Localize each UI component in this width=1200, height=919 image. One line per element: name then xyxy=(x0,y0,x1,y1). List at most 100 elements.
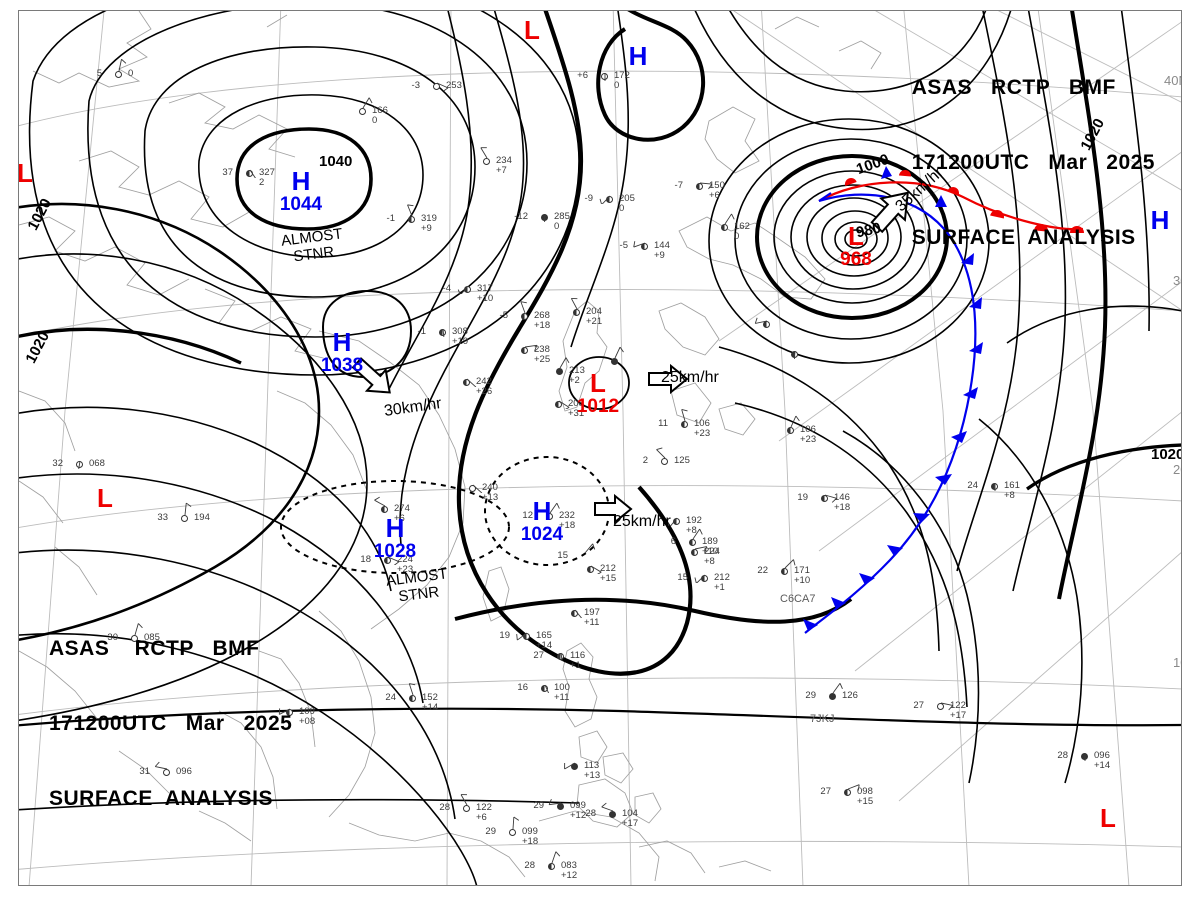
pressure-center-value: 1038 xyxy=(320,355,364,376)
station-temperature: 15 xyxy=(677,572,688,583)
station-pressure: 106 xyxy=(800,424,816,435)
station-pressure: 096 xyxy=(1094,750,1110,761)
cold-front-line xyxy=(804,193,977,634)
latitude-label: 20N xyxy=(1173,462,1181,477)
station-pressure-tendency: +9 xyxy=(421,223,432,234)
station-pressure-tendency: +08 xyxy=(299,716,316,727)
wind-barb-icon xyxy=(442,328,445,337)
title-top-line-2: 171200UTC Mar 2025 xyxy=(911,151,1155,174)
longitude-label: 130E xyxy=(716,885,746,886)
wind-barb-icon xyxy=(249,169,256,178)
station-pressure: 238 xyxy=(534,344,550,355)
station-pressure-tendency: +11 xyxy=(554,692,570,703)
station-temperature: 5 xyxy=(96,68,102,79)
wind-barb-icon xyxy=(564,762,576,770)
station-temperature: 16 xyxy=(517,682,528,693)
isobar-layer xyxy=(19,11,1181,885)
station-pressure: 194 xyxy=(194,512,210,523)
pressure-center-symbol: L xyxy=(18,158,33,188)
pressure-center-l-1012: L 1012 xyxy=(576,370,620,416)
pressure-center-symbol: L xyxy=(848,221,864,251)
wind-barb-icon xyxy=(599,195,611,204)
arrow-l1012 xyxy=(648,363,689,395)
latitude-label: 40N xyxy=(1164,73,1181,88)
wind-barb-icon xyxy=(544,213,546,222)
isobar-low-1012 xyxy=(568,356,630,410)
wind-barb-icon xyxy=(584,543,596,554)
station-temperature: 6 xyxy=(670,536,676,547)
wind-barb-icon xyxy=(362,97,373,109)
station-temperature: -1 xyxy=(386,213,395,224)
station-pressure-tendency: +1 xyxy=(714,582,725,593)
station-cloud-cover-icon xyxy=(689,539,696,546)
station-cloud-cover-icon xyxy=(691,549,698,556)
station-cloud-cover-icon xyxy=(463,379,470,386)
station-pressure: 189 xyxy=(702,536,718,547)
station-pressure-tendency: +19 xyxy=(452,336,469,347)
wind-barb-icon xyxy=(832,683,843,694)
station-pressure-tendency: +17 xyxy=(622,818,639,829)
typhoon-isobars xyxy=(773,170,931,304)
pressure-center-symbol: H xyxy=(1150,205,1170,235)
station-cloud-cover-icon xyxy=(408,216,415,223)
pressure-center-value: 1028 xyxy=(373,541,417,562)
wind-barb-icon xyxy=(754,317,768,324)
station-pressure-tendency: 0 xyxy=(372,115,378,126)
station-pressure: 285 xyxy=(554,211,570,222)
wind-barb-icon xyxy=(666,517,678,526)
station-cloud-cover-icon xyxy=(555,401,562,408)
front-layer xyxy=(803,166,1084,634)
station-pressure: 144 xyxy=(654,240,670,251)
wind-barb-icon xyxy=(724,213,735,225)
station-pressure-tendency: +18 xyxy=(522,836,539,847)
wind-barb-icon xyxy=(692,528,703,540)
station-pressure-tendency: +13 xyxy=(584,770,601,781)
station-pressure: 104 xyxy=(622,808,638,819)
station-temperature: 22 xyxy=(757,565,768,576)
station-pressure-tendency: +31 xyxy=(568,408,585,419)
title-block-bottom: ASAS RCTP BMF 171200UTC Mar 2025 SURFACE… xyxy=(49,586,292,861)
station-pressure: 096 xyxy=(176,766,192,777)
station-temperature: 28 xyxy=(439,802,450,813)
station-temperature: 19 xyxy=(499,630,510,641)
wind-barb-icon xyxy=(1084,753,1086,761)
station-temperature: -1 xyxy=(417,326,426,337)
station-temperature: -7 xyxy=(674,180,683,191)
pressure-center-l-968: L 968 xyxy=(834,223,878,269)
wind-barb-icon xyxy=(694,574,706,583)
wind-barb-icon xyxy=(512,816,520,830)
station-temperature: 27 xyxy=(533,650,544,661)
station-temperature: +6 xyxy=(577,70,588,81)
station-pressure: 208 xyxy=(568,398,584,409)
pressure-center-value: 1024 xyxy=(520,524,564,545)
pressure-center-symbol: L xyxy=(524,15,540,45)
station-pressure-tendency: +14 xyxy=(536,640,553,651)
longitude-label: 150E xyxy=(1061,885,1091,886)
isobar-label-1020: 1020 xyxy=(1151,446,1182,463)
station-cloud-cover-icon xyxy=(546,513,553,520)
pressure-center-value: 1012 xyxy=(576,396,620,417)
station-cloud-cover-icon xyxy=(781,568,788,575)
station-pressure: 068 xyxy=(89,458,105,469)
station-pressure-tendency: 0 xyxy=(734,231,740,242)
wind-barb-icon xyxy=(466,378,477,387)
wind-barb-icon xyxy=(793,350,796,359)
wind-barb-icon xyxy=(524,344,538,352)
station-pressure-tendency: +9 xyxy=(654,250,665,261)
wind-barb-icon xyxy=(824,494,837,503)
station-pressure: 161 xyxy=(1004,480,1020,491)
station-cloud-cover-icon xyxy=(829,693,836,700)
station-cloud-cover-icon xyxy=(1081,753,1088,760)
station-temperature: -5 xyxy=(499,310,508,321)
station-pressure: 0 xyxy=(128,68,134,79)
station-cloud-cover-icon xyxy=(181,515,188,522)
isobar-label-1040: 1040 xyxy=(319,153,353,170)
station-pressure: 308 xyxy=(452,326,468,337)
station-pressure-tendency: +23 xyxy=(397,564,414,575)
station-temperature: 33 xyxy=(157,512,168,523)
front-junction xyxy=(818,192,832,202)
latitude-label: 10N xyxy=(1173,655,1181,670)
station-pressure-tendency: +15 xyxy=(857,796,874,807)
pressure-center-l-10: L xyxy=(83,485,127,511)
arrow-h1024 xyxy=(594,493,633,525)
